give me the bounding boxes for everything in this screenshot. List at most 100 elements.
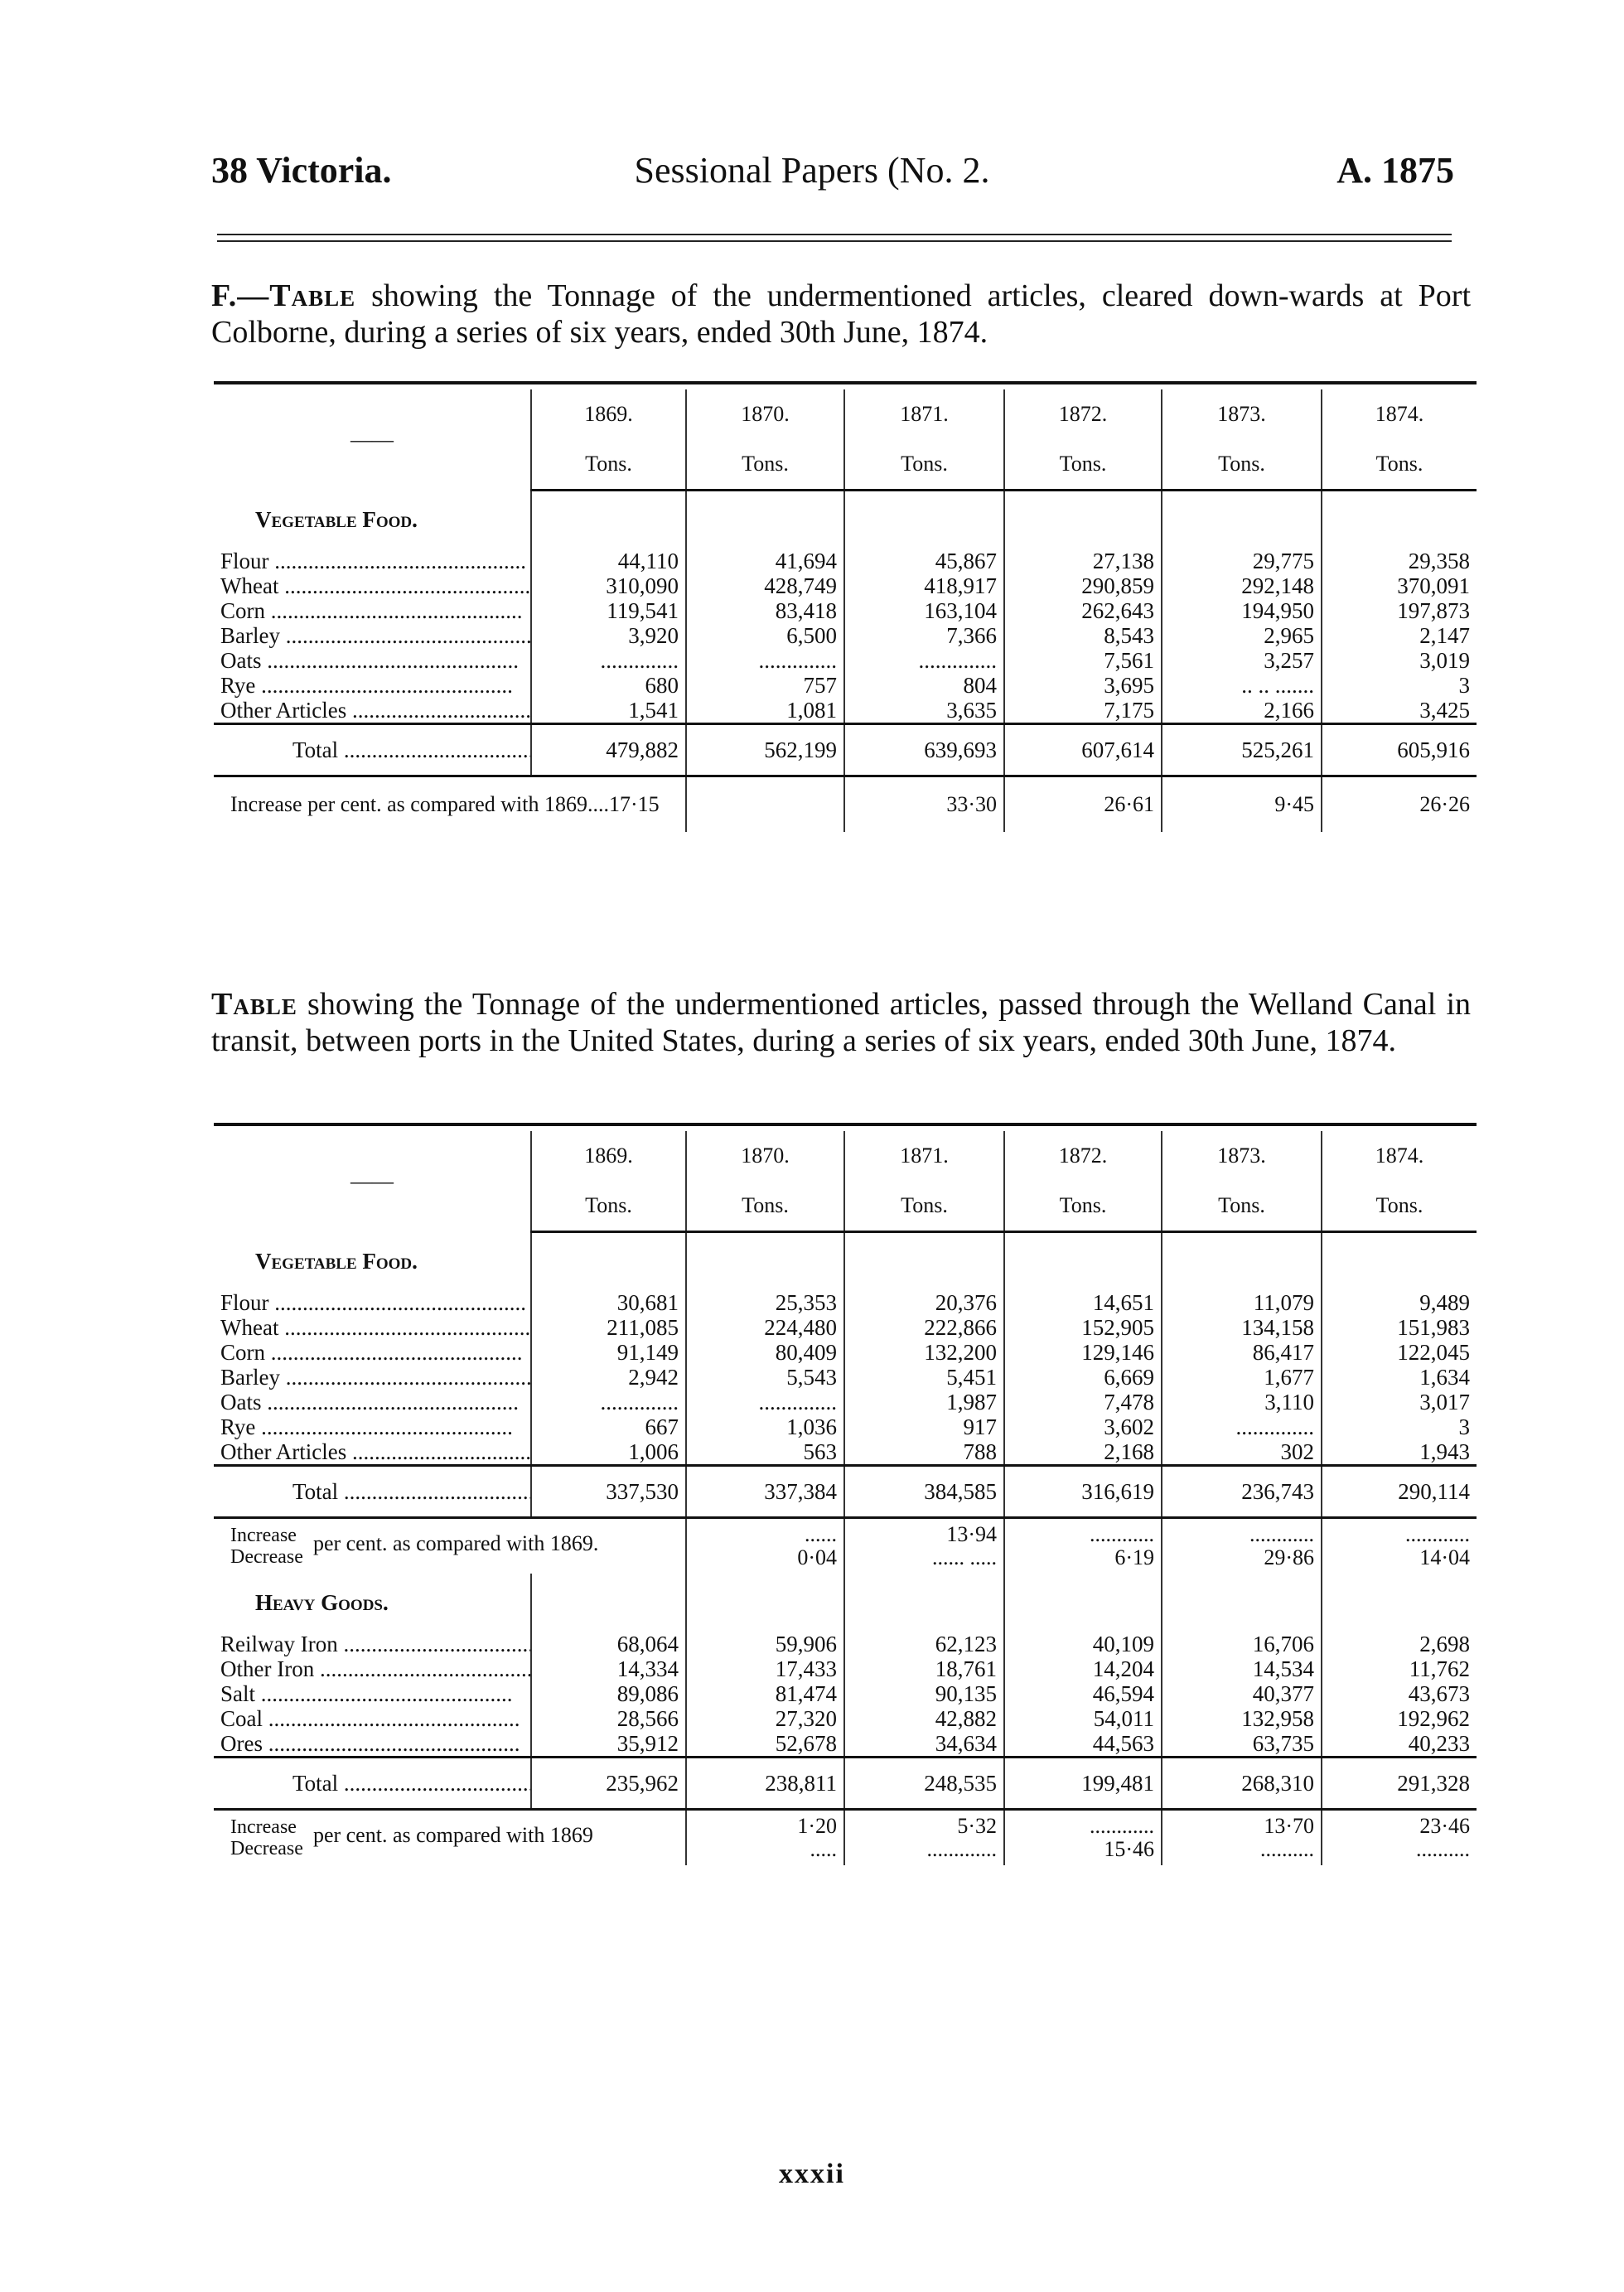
value-cell: 16,706 [1161,1631,1322,1656]
total-value: 238,811 [685,1755,844,1811]
row-label: Coal [220,1706,520,1731]
total-value: 639,693 [843,722,1004,777]
total-value: 605,916 [1321,722,1477,777]
value-cell: 11,762 [1321,1656,1477,1681]
value-cell: 1,081 [685,697,844,723]
value-cell: 44,563 [1003,1730,1162,1757]
row-label: Corn [220,1340,523,1365]
total-row: Total337,530337,384384,585316,619236,743… [214,1463,1477,1519]
section-heading-row: Heavy Goods. [214,1573,1477,1632]
value-cell: 6,500 [685,622,844,648]
value-cell: .............. [530,647,686,673]
row-label-cell: Ores [214,1731,531,1758]
value-cell: 1,677 [1161,1364,1322,1390]
percent-value-cell: 33·30 [843,776,1004,832]
increase-value: 9·45 [1274,791,1314,816]
value-cell: 90,135 [843,1680,1004,1706]
increase-value: 5·32 [957,1813,997,1838]
top-rule [214,1123,1477,1131]
year-header: 1869. [530,1131,686,1181]
percent-row: Increase Decrease per cent. as compared wi… [214,1517,1477,1574]
header-rule [217,234,1452,235]
row-label-cell: Coal [214,1706,531,1731]
value-cell: 29,358 [1321,548,1477,573]
value-cell: 192,962 [1321,1705,1477,1731]
value-cell: 151,983 [1321,1314,1477,1340]
rule-cell [1162,1123,1322,1131]
value-cell: 20,376 [843,1289,1004,1315]
empty-cell [1003,1231,1162,1290]
value-cell: 129,146 [1003,1339,1162,1365]
value-cell: 2,942 [530,1364,686,1390]
percent-value-cell: 13·94...... ..... [843,1517,1004,1574]
percent-label-cell: Increase per cent. as compared with 1869… [214,776,686,832]
percent-row: Increase per cent. as compared with 1869… [214,776,1477,832]
corner-dash: —— [350,427,394,452]
increase-value: 13·94 [946,1521,997,1546]
unit-header-row: Tons. Tons. Tons. Tons. Tons. Tons. [214,1181,1477,1233]
value-cell: 40,233 [1321,1730,1477,1757]
percent-label-cell: Increase Decrease per cent. as compared wi… [214,1809,686,1865]
section-heading: Vegetable Food. [255,506,418,532]
value-cell: 3 [1321,1414,1477,1439]
empty-cell [685,490,844,549]
decrease-value: ............. [926,1836,998,1861]
total-label-cell: Total [214,722,531,777]
increase-value: ............ [1090,1521,1154,1546]
value-cell: 290,859 [1003,573,1162,598]
row-label: Wheat [220,573,531,598]
row-label-cell: Flour [214,549,531,573]
value-cell: 788 [843,1439,1004,1465]
corner-dash: —— [350,1168,394,1193]
value-cell: 2,166 [1161,697,1322,723]
total-value: 316,619 [1003,1463,1162,1519]
total-label-cell: Total [214,1755,531,1811]
value-cell: .............. [843,647,1004,673]
value-cell: 5,451 [843,1364,1004,1390]
value-cell: 30,681 [530,1289,686,1315]
decrease-value: 0·04 [797,1545,837,1569]
year-header: 1874. [1321,1131,1477,1181]
empty-cell [1003,490,1162,549]
year-header: 1871. [843,389,1004,439]
value-cell: 54,011 [1003,1705,1162,1731]
header-year: A. 1875 [1336,150,1454,191]
year-header: 1872. [1003,389,1162,439]
value-cell: 3,635 [843,697,1004,723]
row-label: Other Articles [220,698,531,723]
row-label: Oats [220,1390,519,1414]
value-cell: 194,950 [1161,597,1322,623]
row-label-cell: Oats [214,1390,531,1414]
value-cell: 119,541 [530,597,686,623]
value-cell: 40,109 [1003,1631,1162,1656]
section-heading-row: Vegetable Food. [214,1231,1477,1290]
total-value: 235,962 [530,1755,686,1811]
value-cell: 3,920 [530,622,686,648]
unit-header: Tons. [1003,439,1162,491]
table-1-title-text: showing the Tonnage of the undermentione… [211,278,1471,350]
table-row: Wheat310,090428,749418,917290,859292,148… [214,573,1477,598]
table-2-title: Table showing the Tonnage of the underme… [211,986,1471,1059]
value-cell: .............. [1161,1414,1322,1439]
unit-header: Tons. [530,439,686,491]
value-cell: 62,123 [843,1631,1004,1656]
value-cell: 80,409 [685,1339,844,1365]
value-cell: 680 [530,672,686,698]
row-label-cell: Corn [214,598,531,623]
decrease-value: .......... [1416,1836,1470,1861]
percent-value-cell: ............ 29·86 [1161,1517,1322,1574]
row-label: Flour [220,1290,526,1315]
value-cell: 59,906 [685,1631,844,1656]
value-cell: 1,987 [843,1389,1004,1414]
value-cell: 1,036 [685,1414,844,1439]
value-cell: 11,079 [1161,1289,1322,1315]
value-cell: 1,541 [530,697,686,723]
row-label: Other Articles [220,1439,531,1464]
table-2-title-text: showing the Tonnage of the undermentione… [211,987,1471,1058]
total-value: 291,328 [1321,1755,1477,1811]
unit-header: Tons. [685,439,844,491]
percent-label: per cent. as compared with 1869 [312,1823,593,1848]
